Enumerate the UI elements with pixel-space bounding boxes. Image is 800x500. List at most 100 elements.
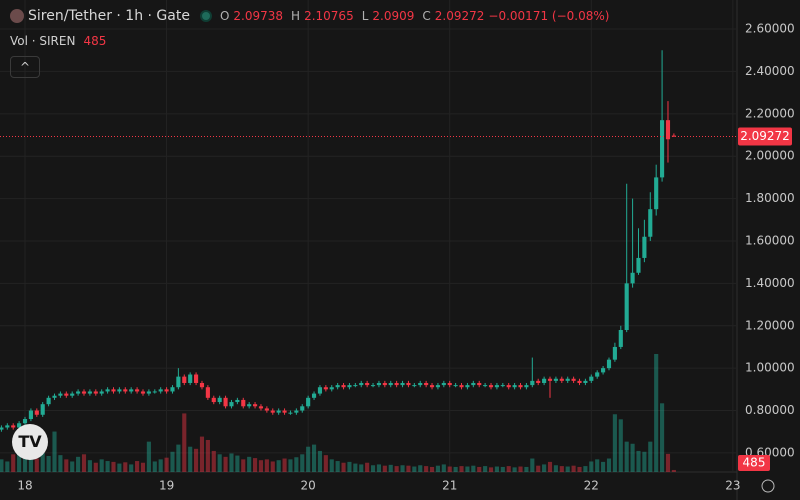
y-tick-label: 1.40000 bbox=[745, 276, 795, 290]
ohlc-value: 2.0909 bbox=[372, 9, 415, 23]
candle-body bbox=[87, 391, 92, 394]
volume-bar bbox=[140, 462, 146, 472]
candle-body bbox=[477, 382, 482, 386]
ohlc-value: 2.09272 bbox=[434, 9, 485, 23]
candle-body bbox=[235, 399, 240, 403]
volume-bar bbox=[205, 439, 210, 472]
volume-bar bbox=[447, 466, 452, 472]
logo[interactable]: TV bbox=[12, 424, 48, 460]
volume-bar bbox=[81, 454, 87, 472]
volume-bar bbox=[394, 466, 399, 472]
volume-bar bbox=[483, 466, 488, 472]
volume-bar bbox=[660, 403, 665, 472]
volume-bar bbox=[500, 466, 505, 472]
volume-bar bbox=[536, 465, 541, 472]
candle-body bbox=[58, 393, 63, 396]
candle-body bbox=[22, 419, 28, 424]
candle-body bbox=[146, 391, 151, 394]
candle-body bbox=[5, 425, 10, 428]
candle-body bbox=[329, 387, 334, 390]
settings-icon[interactable] bbox=[761, 479, 775, 493]
volume-bar bbox=[636, 450, 641, 472]
candle-body bbox=[601, 368, 606, 373]
x-tick-label: 22 bbox=[584, 479, 599, 493]
volume-bar bbox=[199, 436, 205, 472]
volume-bar bbox=[577, 466, 582, 472]
candle-body bbox=[488, 385, 494, 388]
volume-bar bbox=[22, 457, 28, 472]
candle-body bbox=[577, 380, 582, 383]
volume-bar bbox=[300, 454, 305, 472]
collapse-button[interactable]: ^ bbox=[10, 56, 40, 78]
candle-body bbox=[52, 395, 57, 398]
candle-body bbox=[618, 329, 623, 347]
volume-bar bbox=[223, 456, 228, 472]
volume-bar bbox=[34, 458, 39, 472]
candle-body bbox=[406, 382, 411, 386]
volume-bar bbox=[642, 451, 647, 472]
volume-bar bbox=[382, 465, 387, 472]
candle-body bbox=[93, 391, 98, 394]
candle-body bbox=[606, 359, 612, 369]
candle-body bbox=[247, 404, 252, 407]
candle-body bbox=[376, 382, 382, 386]
candle-body bbox=[642, 236, 647, 258]
volume-bar bbox=[630, 443, 635, 472]
volume-bar bbox=[601, 461, 606, 472]
volume-bar bbox=[595, 459, 600, 472]
candle-body bbox=[311, 393, 317, 398]
volume-bar bbox=[654, 354, 659, 472]
volume-bar bbox=[665, 453, 671, 472]
volume-bar bbox=[329, 459, 334, 472]
candle-body bbox=[341, 385, 346, 388]
volume-bar bbox=[559, 466, 564, 472]
volume-bar bbox=[353, 463, 358, 472]
y-tick-label: 2.40000 bbox=[745, 64, 795, 78]
y-tick-label: 1.60000 bbox=[745, 233, 795, 247]
y-tick-label: 1.20000 bbox=[745, 318, 795, 332]
candle-body bbox=[158, 389, 163, 392]
volume-bar bbox=[424, 466, 429, 472]
candle-body bbox=[665, 120, 671, 140]
candle-body bbox=[671, 135, 676, 137]
volume-bar bbox=[117, 463, 122, 472]
volume-bar bbox=[465, 466, 470, 472]
y-tick-label: 0.80000 bbox=[745, 403, 795, 417]
volume-bar bbox=[129, 464, 134, 472]
candle-body bbox=[76, 391, 81, 394]
volume-bar bbox=[400, 465, 405, 472]
volume-bar bbox=[152, 461, 157, 472]
volume-bar bbox=[530, 458, 535, 472]
candle-body bbox=[164, 389, 169, 392]
candle-body bbox=[70, 393, 75, 396]
volume-bar bbox=[612, 414, 617, 472]
volume-bar bbox=[276, 460, 281, 472]
candle-body bbox=[294, 410, 299, 413]
volume-bar bbox=[335, 461, 340, 472]
candle-body bbox=[140, 391, 146, 394]
candle-body bbox=[524, 385, 529, 388]
volume-bar bbox=[512, 467, 517, 472]
volume-bar bbox=[123, 462, 128, 472]
volume-bar bbox=[518, 466, 523, 472]
candle-body bbox=[530, 380, 535, 386]
candle-body bbox=[660, 120, 665, 178]
candle-body bbox=[188, 374, 193, 383]
candle-body bbox=[353, 385, 358, 387]
candle-body bbox=[648, 209, 653, 237]
volume-bar bbox=[506, 466, 511, 472]
volume-bar bbox=[52, 431, 57, 472]
volume-bar bbox=[241, 459, 246, 472]
candle-body bbox=[129, 389, 134, 392]
volume-bar bbox=[176, 444, 181, 472]
volume-bar bbox=[542, 464, 547, 472]
symbol-title: Siren/Tether · 1h · Gate bbox=[28, 8, 190, 24]
volume-bar bbox=[40, 453, 45, 472]
candle-body bbox=[105, 389, 110, 392]
volume-bar bbox=[253, 458, 258, 472]
candle-body bbox=[506, 385, 511, 388]
candle-body bbox=[583, 380, 588, 383]
volume-bar bbox=[365, 462, 370, 472]
